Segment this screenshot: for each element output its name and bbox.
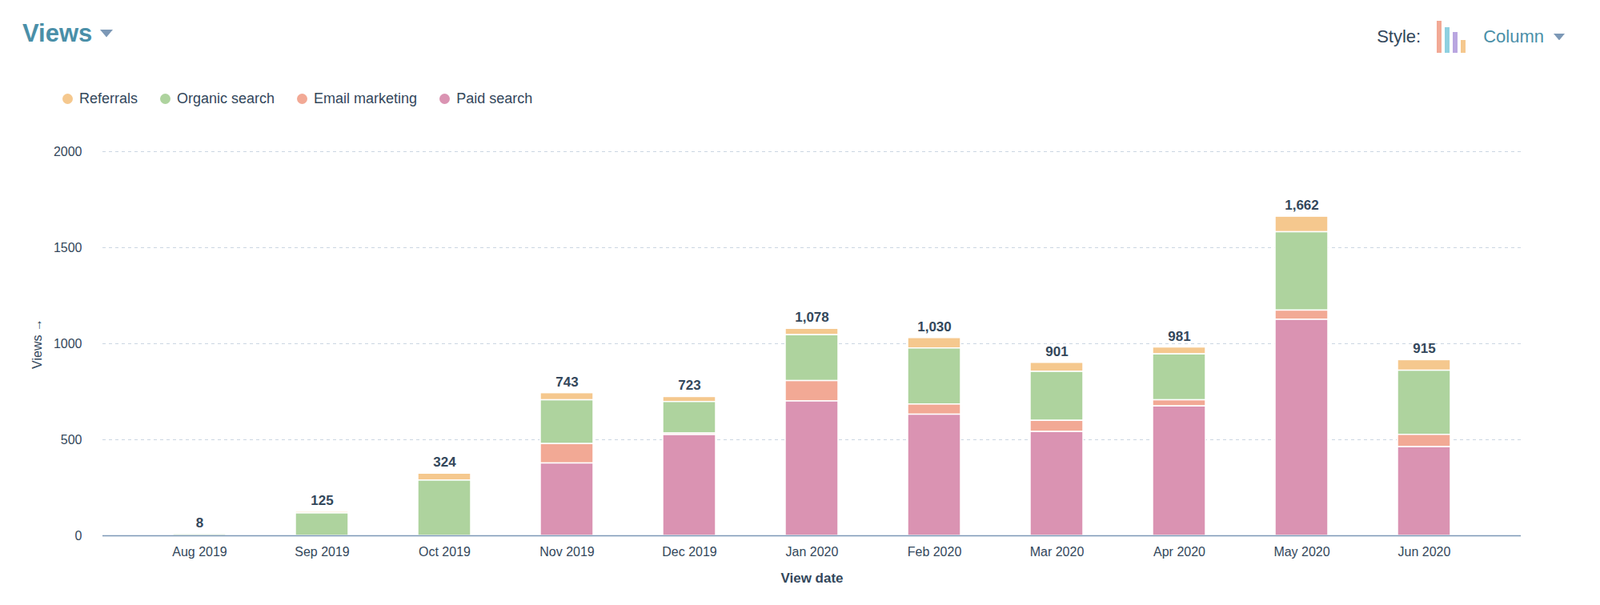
html-text:Views: Views: [22, 19, 93, 48]
svg-text:Feb 2020: Feb 2020: [907, 545, 963, 559]
svg-text:2000: 2000: [53, 144, 83, 159]
html-text:Style:: Style:: [1376, 26, 1421, 47]
svg-text:125: 125: [310, 493, 333, 509]
svg-text:Dec 2019: Dec 2019: [661, 545, 718, 559]
svg-text:Jun 2020: Jun 2020: [1398, 545, 1452, 559]
svg-text:901: 901: [1045, 344, 1068, 360]
svg-text:500: 500: [60, 433, 83, 447]
svg-text:View date: View date: [780, 570, 843, 586]
svg-text:Jan 2020: Jan 2020: [785, 545, 839, 559]
svg-text:1,662: 1,662: [1284, 197, 1320, 213]
svg-text:Nov 2019: Nov 2019: [539, 545, 595, 559]
html-text:Paid search: Paid search: [456, 90, 533, 107]
svg-text:May 2020: May 2020: [1273, 545, 1330, 559]
svg-text:723: 723: [677, 377, 701, 393]
svg-text:1,030: 1,030: [917, 319, 952, 335]
html-text:Column: Column: [1483, 26, 1544, 47]
svg-text:Apr 2020: Apr 2020: [1153, 545, 1206, 559]
html-text:Referrals: Referrals: [79, 90, 138, 107]
svg-text:1,078: 1,078: [794, 309, 830, 325]
svg-text:Aug 2019: Aug 2019: [172, 545, 228, 559]
html-text:Email marketing: Email marketing: [313, 90, 418, 107]
svg-text:Oct 2019: Oct 2019: [418, 545, 471, 559]
svg-text:1000: 1000: [53, 336, 83, 351]
svg-text:1500: 1500: [53, 240, 83, 255]
html-text:Organic search: Organic search: [176, 90, 275, 107]
svg-text:981: 981: [1167, 328, 1191, 345]
svg-text:915: 915: [1412, 340, 1436, 357]
svg-text:324: 324: [433, 454, 457, 470]
svg-text:8: 8: [196, 515, 204, 531]
svg-text:Views →: Views →: [30, 318, 45, 369]
svg-text:Sep 2019: Sep 2019: [294, 545, 350, 559]
svg-text:Mar 2020: Mar 2020: [1030, 545, 1085, 559]
svg-text:0: 0: [75, 529, 83, 543]
svg-text:743: 743: [555, 374, 578, 390]
